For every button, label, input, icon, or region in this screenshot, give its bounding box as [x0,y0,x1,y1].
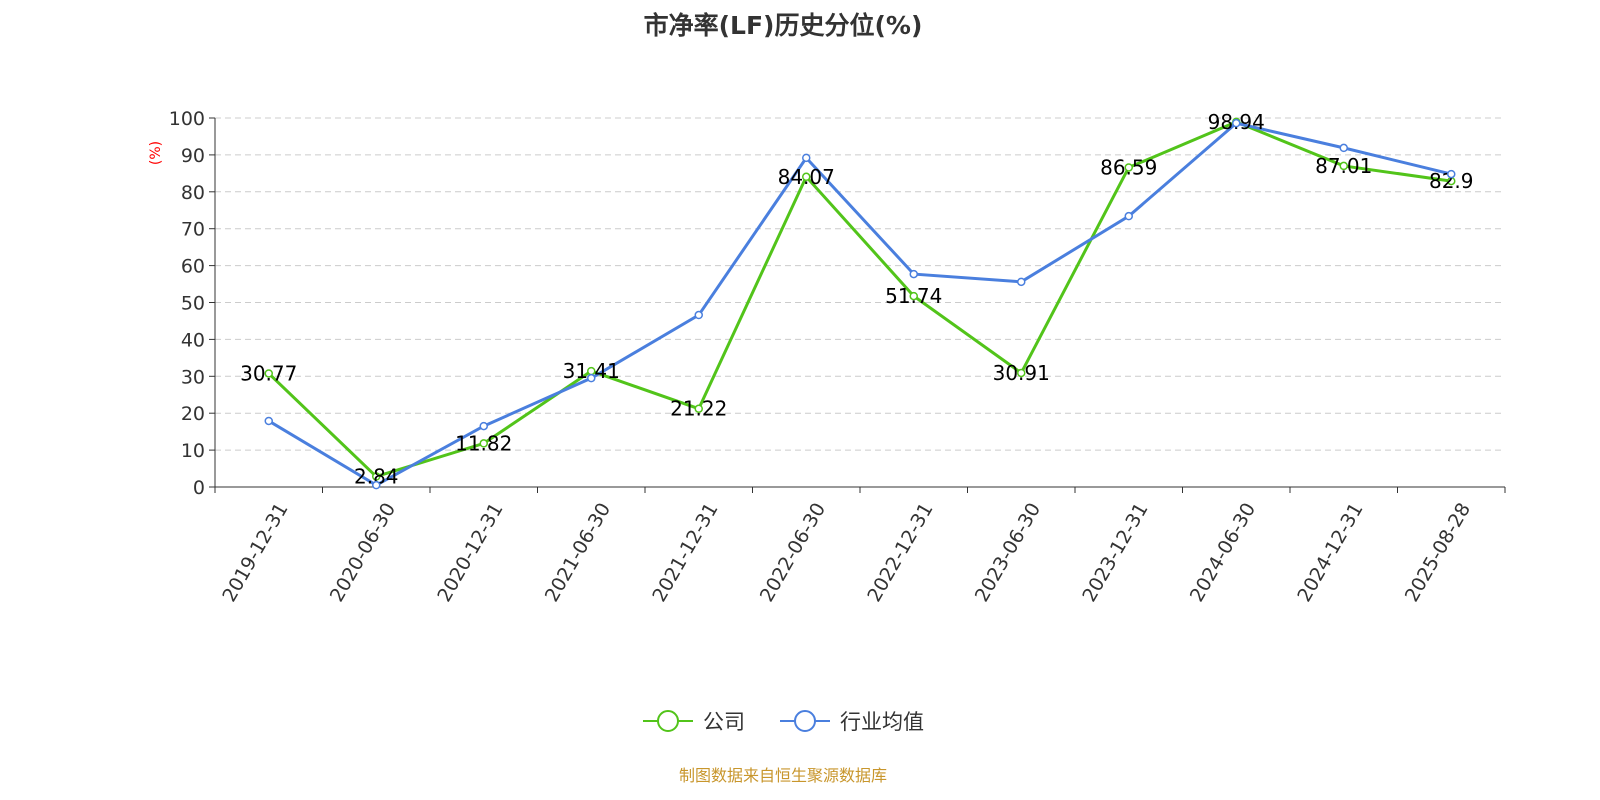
data-point [802,172,811,182]
data-point [1447,169,1456,179]
x-tick-label: 2022-06-30 [756,499,830,606]
data-point [479,421,488,431]
legend-label: 公司 [703,710,745,734]
data-point [909,291,918,301]
data-point [1124,163,1133,172]
data-point [694,404,703,413]
y-tick-label: 0 [193,477,205,499]
data-point [264,369,273,378]
data-label: 87.01 [1315,154,1372,178]
x-tick-label: 2024-06-30 [1186,499,1260,606]
y-tick-label: 100 [169,108,205,130]
line-chart: 0 10 20 30 40 50 60 70 80 90 100 (%) 2019-12-31 2020-… [148,108,1506,734]
y-tick-label: 10 [181,440,205,462]
x-tick-label: 2022-12-31 [863,499,937,606]
data-label: 86.59 [1100,155,1157,179]
data-label: 51.74 [885,284,942,308]
x-tick-label: 2024-12-31 [1293,499,1367,606]
data-label: 30.91 [993,361,1050,385]
data-point [1232,118,1241,128]
source-note: 制图数据来自恒生聚源数据库 [678,766,887,785]
y-tick-label: 50 [181,293,205,315]
data-point [909,269,918,279]
y-axis-label: (%) [148,141,164,165]
data-point [479,439,488,448]
chart-title: 市净率(LF)历史分位(%) [643,11,923,40]
series-line-1 [267,121,1452,487]
series-line-0 [267,120,1452,479]
data-label: 84.07 [778,165,835,189]
legend-label: 行业均值 [840,710,924,734]
data-label: 11.82 [455,431,512,455]
y-tick-label: 60 [181,256,205,278]
data-label: 21.22 [670,397,727,421]
x-tick-label: 2020-06-30 [326,499,400,606]
x-tick-label: 2021-06-30 [541,499,615,606]
data-point [372,472,381,481]
x-tick-label: 2023-06-30 [971,499,1045,606]
legend-marker [794,710,816,732]
legend-marker [657,710,679,732]
y-tick-label: 90 [181,145,205,167]
data-point [802,153,811,163]
data-point [1017,277,1026,287]
data-point [1339,161,1348,171]
data-point [1339,143,1348,153]
data-point [1124,211,1133,221]
x-tick-label: 2020-12-31 [433,499,507,606]
y-tick-label: 70 [181,219,205,241]
y-tick-label: 40 [181,329,205,351]
data-point [264,416,273,426]
x-tick-label: 2021-12-31 [648,499,722,606]
y-tick-label: 30 [181,366,205,388]
y-tick-label: 80 [181,182,205,204]
x-tick-label: 2025-08-28 [1401,499,1475,606]
y-tick-label: 20 [181,403,205,425]
x-tick-label: 2023-12-31 [1078,499,1152,606]
data-point [372,480,381,490]
data-label: 30.77 [240,361,297,385]
x-tick-label: 2019-12-31 [218,499,292,606]
data-point [694,310,703,320]
data-point [1017,368,1026,378]
data-point [587,373,596,383]
